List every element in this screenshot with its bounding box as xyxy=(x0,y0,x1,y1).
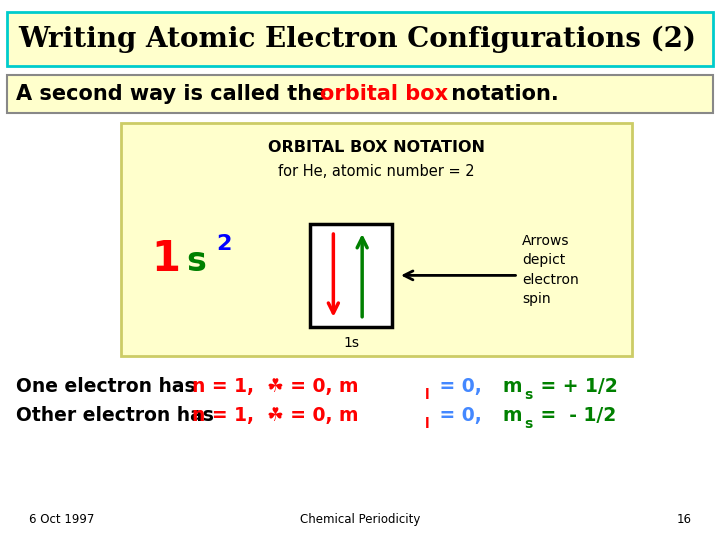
Text: Writing Atomic Electron Configurations (2): Writing Atomic Electron Configurations (… xyxy=(18,25,696,52)
Text: 2: 2 xyxy=(216,234,231,254)
Text: =  - 1/2: = - 1/2 xyxy=(534,406,616,426)
Text: orbital box: orbital box xyxy=(320,84,449,104)
Text: m: m xyxy=(503,406,522,426)
Text: 16: 16 xyxy=(676,513,691,526)
Text: = 0,: = 0, xyxy=(433,406,489,426)
Text: A second way is called the: A second way is called the xyxy=(16,84,333,104)
Text: One electron has: One electron has xyxy=(16,376,195,396)
Text: Arrows
depict
electron
spin: Arrows depict electron spin xyxy=(522,234,579,306)
Text: n = 1,  ☘ = 0, m: n = 1, ☘ = 0, m xyxy=(192,406,359,426)
Text: s: s xyxy=(524,388,532,402)
Bar xyxy=(7,75,713,113)
Text: Other electron has: Other electron has xyxy=(16,406,214,426)
Text: 1: 1 xyxy=(151,238,180,280)
Text: s: s xyxy=(186,245,206,279)
Text: s: s xyxy=(524,417,532,431)
Text: notation.: notation. xyxy=(444,84,559,104)
Text: l: l xyxy=(425,417,429,431)
Text: 1s: 1s xyxy=(343,336,359,350)
Text: Chemical Periodicity: Chemical Periodicity xyxy=(300,513,420,526)
Text: for He, atomic number = 2: for He, atomic number = 2 xyxy=(278,164,475,179)
Text: n = 1,  ☘ = 0, m: n = 1, ☘ = 0, m xyxy=(192,376,359,396)
Bar xyxy=(310,224,392,327)
Text: = + 1/2: = + 1/2 xyxy=(534,376,617,396)
Text: = 0,: = 0, xyxy=(433,376,489,396)
Bar xyxy=(7,12,713,66)
Bar xyxy=(121,123,632,356)
Text: ORBITAL BOX NOTATION: ORBITAL BOX NOTATION xyxy=(268,140,485,155)
Text: m: m xyxy=(503,376,522,396)
Text: l: l xyxy=(425,388,429,402)
Text: 6 Oct 1997: 6 Oct 1997 xyxy=(29,513,94,526)
